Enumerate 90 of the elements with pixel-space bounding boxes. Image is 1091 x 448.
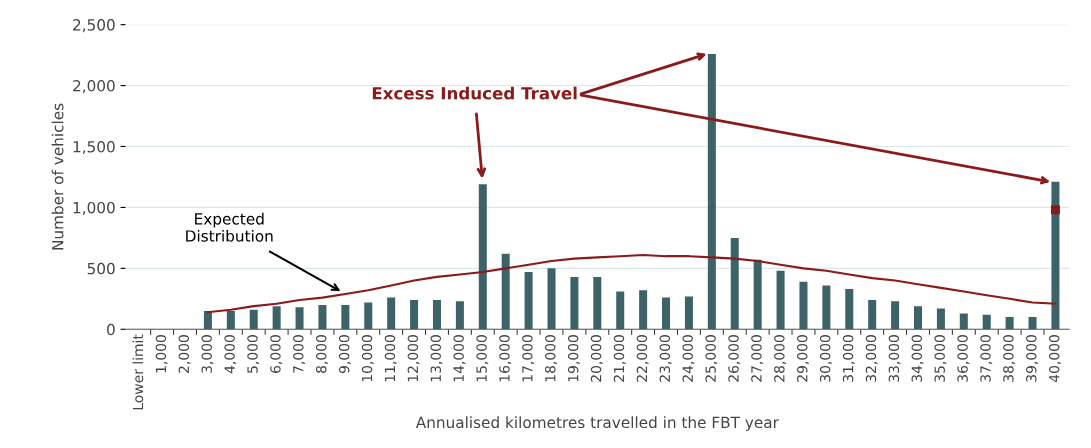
x-tick-label: 32,000 xyxy=(865,335,878,382)
bar xyxy=(936,308,945,330)
x-tick-label: 16,000 xyxy=(499,335,512,382)
x-tick-label: 36,000 xyxy=(957,335,970,382)
y-tick-label: 0 xyxy=(107,323,115,336)
x-tick-label: 17,000 xyxy=(522,335,535,382)
bar xyxy=(845,289,854,330)
bar xyxy=(730,237,739,330)
bar xyxy=(203,311,212,330)
bar xyxy=(387,297,396,330)
x-tick-label: 13,000 xyxy=(430,335,443,382)
bar xyxy=(868,300,877,330)
x-tick-label: 15,000 xyxy=(476,335,489,382)
bar xyxy=(913,306,923,330)
bar xyxy=(272,306,281,330)
bar xyxy=(799,281,808,330)
bar xyxy=(547,268,556,330)
x-tick-label: 8,000 xyxy=(315,335,328,373)
bar xyxy=(959,313,968,330)
bar xyxy=(226,311,235,330)
bar xyxy=(1028,317,1037,330)
x-tick-label: 31,000 xyxy=(842,335,855,382)
bar xyxy=(432,300,441,330)
y-tick-label: 500 xyxy=(87,262,115,275)
x-tick-label: 18,000 xyxy=(545,335,557,382)
x-tick-label: 3,000 xyxy=(201,335,214,373)
x-tick-label: 35,000 xyxy=(934,335,947,382)
bar xyxy=(478,184,487,330)
x-tick-label: 27,000 xyxy=(751,335,764,382)
bar xyxy=(410,300,419,330)
bar xyxy=(776,270,785,330)
bar xyxy=(982,314,991,330)
x-tick-label: 40,000 xyxy=(1048,335,1061,383)
x-tick-label: 24,000 xyxy=(682,335,695,382)
bar xyxy=(1051,181,1060,330)
x-tick-label: 29,000 xyxy=(797,335,809,382)
annotation: Excess Induced Travel xyxy=(372,86,577,100)
x-tick-label: 23,000 xyxy=(659,335,672,382)
x-tick-label: 39,000 xyxy=(1026,335,1038,382)
bar xyxy=(753,259,762,330)
line-series xyxy=(206,253,1057,314)
bar xyxy=(249,309,258,330)
x-tick-label: 28,000 xyxy=(774,335,787,382)
x-tick-label: 20,000 xyxy=(590,335,603,382)
y-tick-label: 2,000 xyxy=(73,80,115,94)
bar xyxy=(891,301,900,330)
x-tick-label: 11,000 xyxy=(384,335,397,382)
bar xyxy=(570,276,579,330)
bar xyxy=(364,302,373,330)
bar xyxy=(295,307,304,330)
y-tick-label: 1,500 xyxy=(73,140,115,155)
y-tick-label: 1,000 xyxy=(73,201,115,215)
x-tick-label: 5,000 xyxy=(247,335,260,373)
x-tick-label: 6,000 xyxy=(270,335,283,373)
bar xyxy=(639,290,648,330)
y-tick-label: 2,500 xyxy=(73,19,115,33)
x-tick-label: 30,000 xyxy=(819,335,832,382)
x-tick-label: 1,000 xyxy=(155,335,168,373)
bar xyxy=(318,304,327,330)
bar xyxy=(455,301,464,330)
annotation: Expected Distribution xyxy=(186,212,273,242)
x-tick-label: 25,000 xyxy=(705,335,718,382)
x-tick-label: 19,000 xyxy=(567,335,580,382)
x-tick-label: 7,000 xyxy=(293,335,305,373)
bar xyxy=(341,304,350,330)
x-tick-label: 4,000 xyxy=(224,335,237,374)
x-tick-label: 37,000 xyxy=(980,335,993,382)
x-tick-label: 10,000 xyxy=(361,335,374,382)
x-tick-label: 38,000 xyxy=(1003,335,1016,382)
x-tick-label: 12,000 xyxy=(407,335,420,382)
bar xyxy=(501,253,510,330)
x-tick-label: 34,000 xyxy=(911,335,924,382)
bar xyxy=(1005,317,1014,330)
bar xyxy=(616,291,625,330)
y-axis-title: Number of vehicles xyxy=(51,103,64,250)
bar xyxy=(593,276,602,330)
x-tick-label: Lower limit xyxy=(132,334,144,410)
x-tick-label: 22,000 xyxy=(636,335,649,382)
x-tick-label: 2,000 xyxy=(178,335,191,373)
x-axis-title: Annualised kilometres travelled in the FBT year xyxy=(415,416,779,432)
bar xyxy=(707,53,716,330)
x-tick-label: 14,000 xyxy=(453,335,466,382)
x-tick-label: 26,000 xyxy=(728,335,741,382)
x-tick-label: 9,000 xyxy=(338,335,351,374)
x-tick-label: 21,000 xyxy=(613,335,626,382)
bar xyxy=(524,272,533,330)
x-tick-label: 33,000 xyxy=(888,335,901,382)
bar xyxy=(684,296,693,330)
bar xyxy=(822,285,831,330)
bar xyxy=(662,297,671,330)
